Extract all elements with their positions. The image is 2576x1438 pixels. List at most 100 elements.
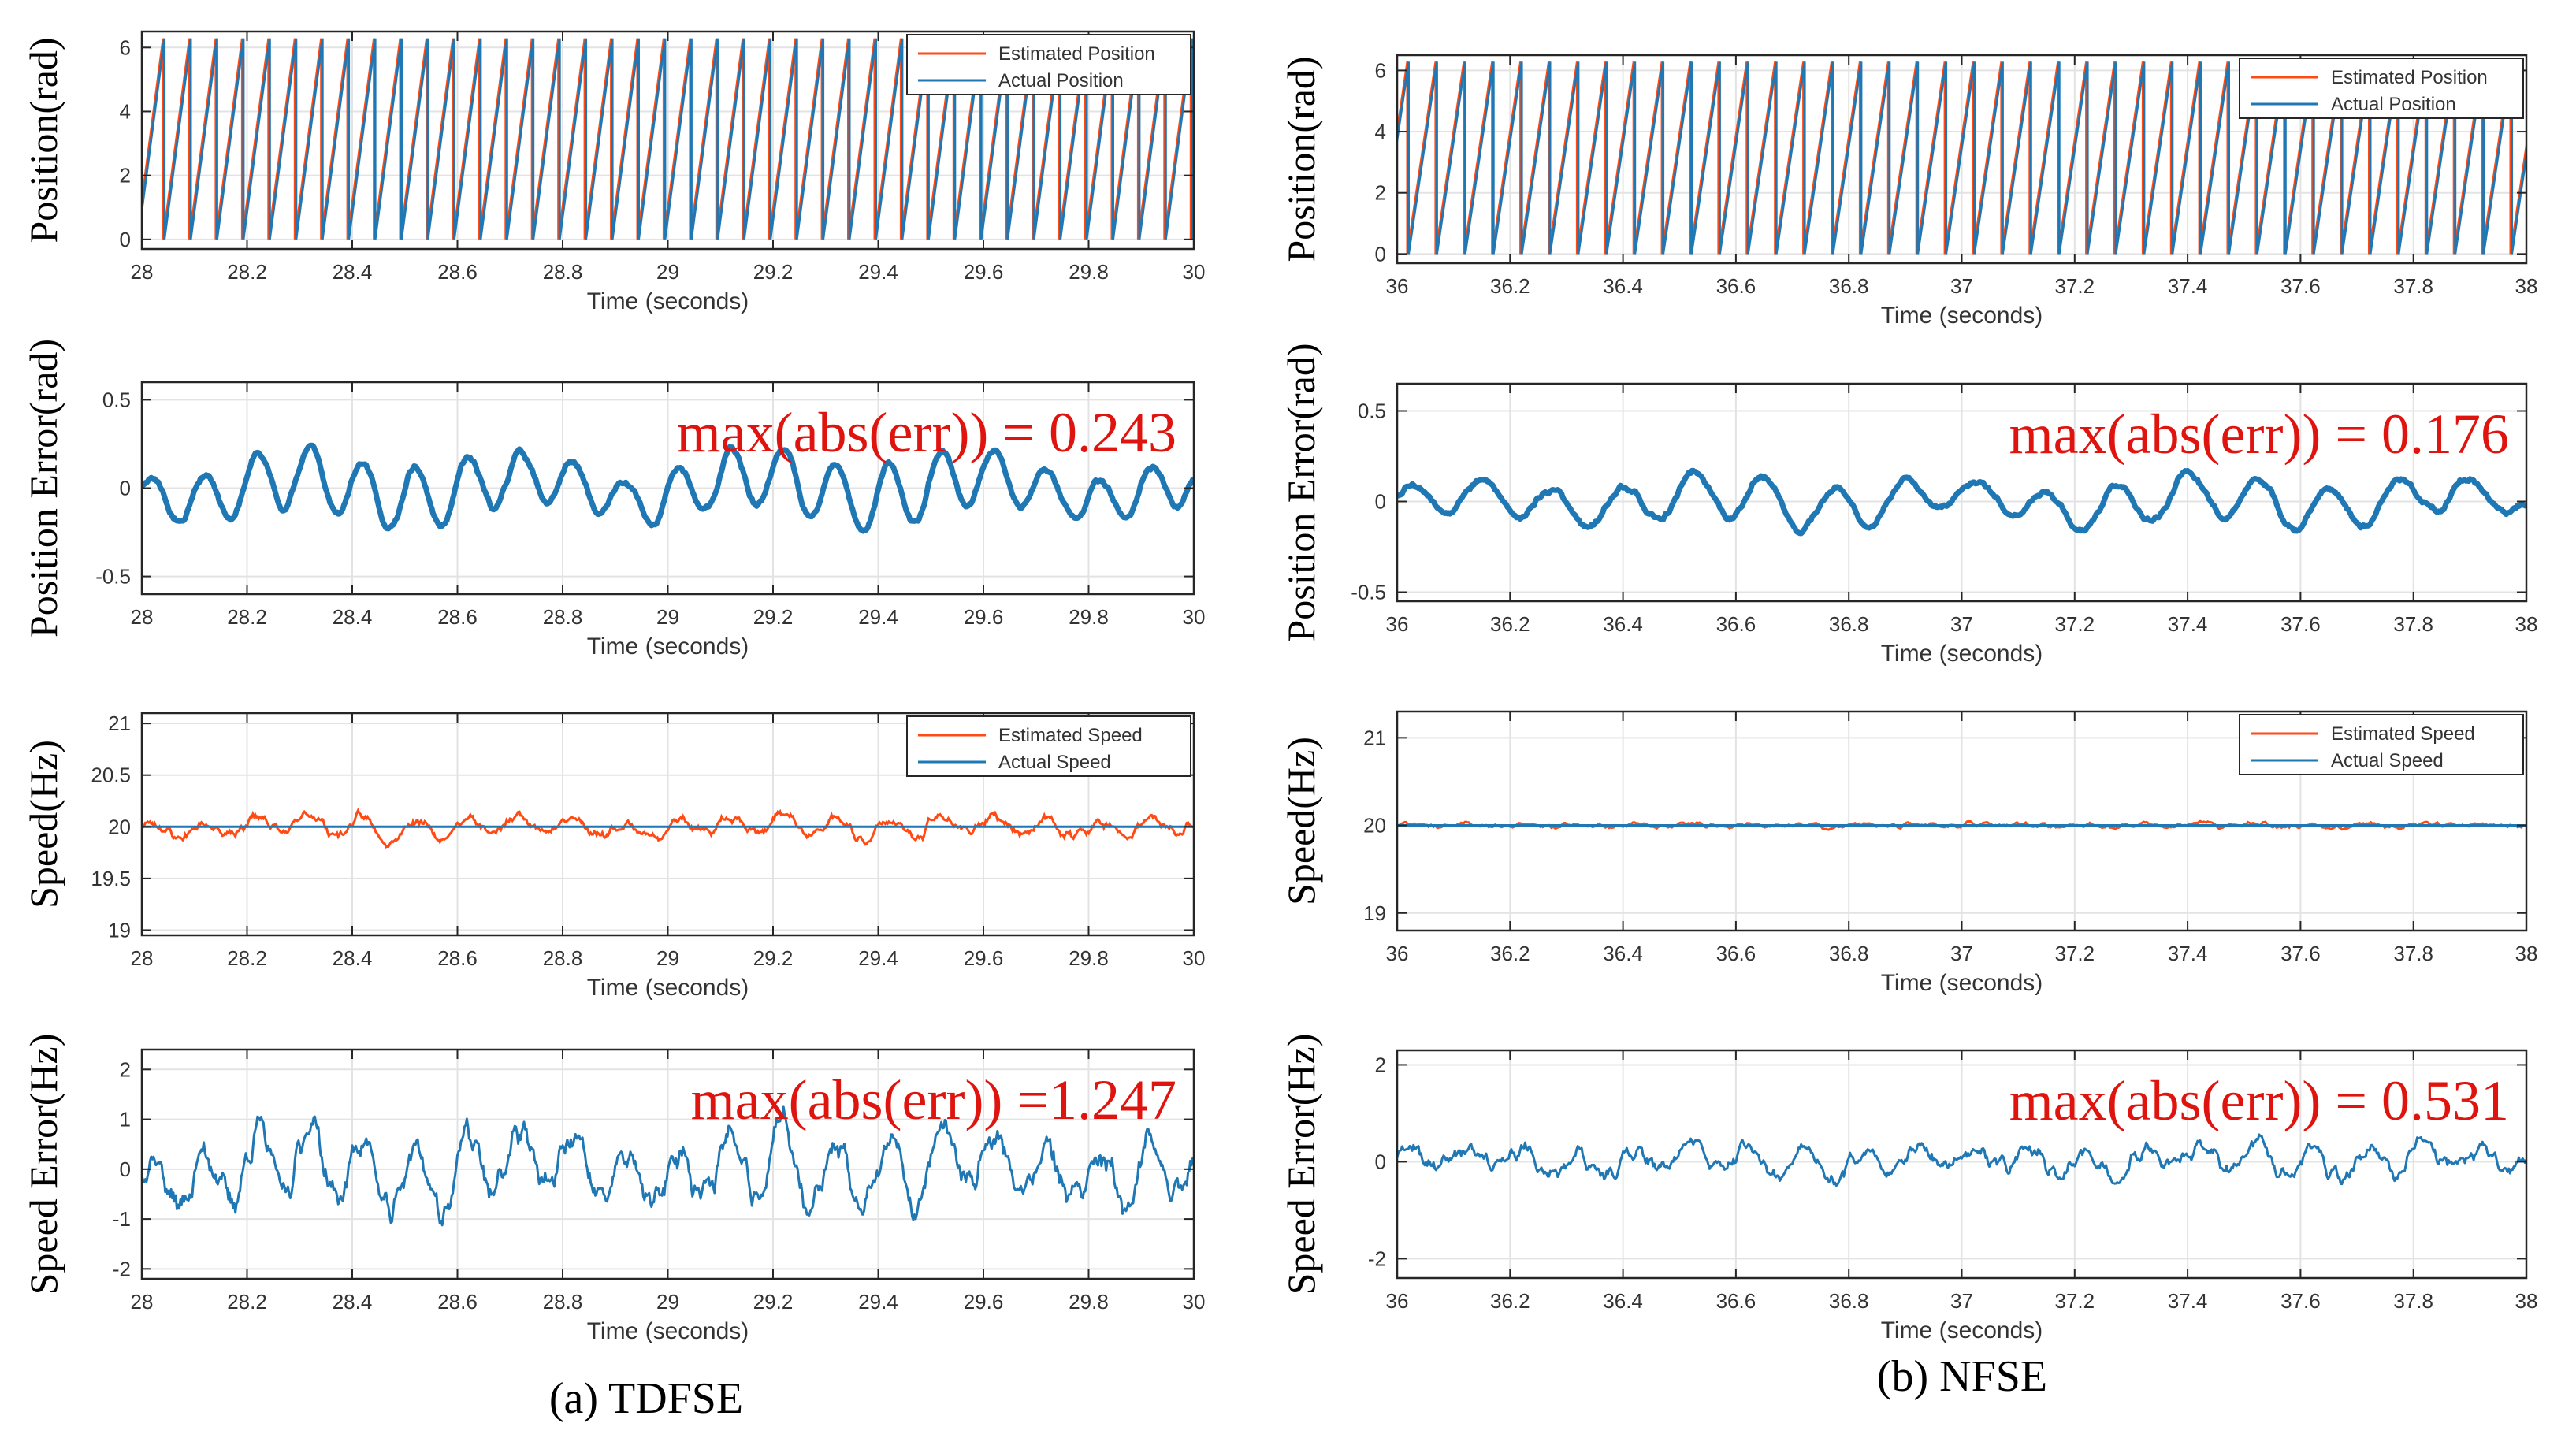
x-tick-label: 28.8: [543, 946, 583, 970]
panel-a-speed: 28 28.2 28.4 28.6 28.8 29 29.2 29.4 29.6 29.8 30 19…: [21, 712, 1205, 1001]
x-tick-label: 28.6: [437, 946, 478, 970]
panel-b-speed: 36 36.2 36.4 36.6 36.8 37 37.2 37.4 37.6 37.8 38 19…: [1279, 710, 2537, 996]
legend-box: [906, 715, 1191, 777]
y-tick-label: 19: [108, 918, 131, 942]
x-tick-label: 36.8: [1829, 942, 1869, 965]
legend: Estimated Position Actual Position: [2239, 58, 2524, 119]
y-tick-label: 2: [120, 1057, 131, 1081]
data-layer: [142, 1105, 1194, 1227]
legend-entry: Estimated Speed: [2331, 723, 2475, 745]
x-tick-label: 38: [2515, 274, 2538, 298]
y-tick-label: 6: [120, 35, 131, 59]
x-tick-label: 36.4: [1603, 274, 1643, 298]
data-layer: [142, 38, 1194, 240]
panel-a-speed-error: 28 28.2 28.4 28.6 28.8 29 29.2 29.4 29.6 29.8 30 -2…: [21, 1034, 1205, 1344]
x-tick-label: 36.8: [1829, 274, 1869, 298]
x-axis-label: Time (seconds): [1881, 303, 2043, 329]
panel-a-position: 28 28.2 28.4 28.6 28.8 29 29.2 29.4 29.6 29.8 30 0 2…: [21, 30, 1205, 314]
x-tick-label: 37.4: [2168, 274, 2208, 298]
data-layer: [142, 442, 1194, 534]
x-tick-label: 36: [1386, 274, 1409, 298]
x-tick-label: 36.8: [1829, 1289, 1869, 1313]
series-estimated-speed: [142, 807, 1194, 849]
series-error: [1397, 467, 2526, 537]
x-tick-label: 36.2: [1490, 942, 1530, 965]
x-tick-label: 29.4: [858, 946, 898, 970]
x-axis-label: Time (seconds): [587, 975, 749, 1001]
legend-entry: Actual Position: [998, 70, 1124, 91]
x-tick-label: 29.6: [964, 605, 1004, 629]
y-axis-label: Speed(Hz): [1279, 737, 1323, 905]
max-error-annotation: max(abs(err)) =1.247: [691, 1068, 1176, 1131]
x-tick-label: 37.4: [2168, 1289, 2208, 1313]
x-tick-label: 37.8: [2393, 612, 2433, 636]
x-tick-label: 28: [131, 1290, 154, 1314]
legend-entry: Actual Speed: [998, 752, 1111, 773]
y-tick-label: 20: [108, 815, 131, 838]
y-tick-label: -1: [113, 1207, 131, 1231]
y-axis-label: Speed Error(Hz): [21, 1034, 65, 1295]
x-tick-label: 29.6: [964, 946, 1004, 970]
x-tick-label: 37: [1950, 274, 1973, 298]
y-axis-label: Position(rad): [21, 37, 65, 243]
series-actual-position: [1397, 61, 2526, 255]
x-tick-label: 29: [656, 946, 679, 970]
y-tick-label: 21: [108, 712, 131, 735]
x-tick-label: 37.2: [2054, 942, 2095, 965]
panel-a-position-error: 28 28.2 28.4 28.6 28.8 29 29.2 29.4 29.6 29.8 30 -0…: [21, 339, 1205, 660]
legend-box: [2239, 58, 2524, 119]
x-tick-label: 29.2: [753, 605, 794, 629]
x-tick-label: 36: [1386, 1289, 1409, 1313]
x-tick-label: 37.6: [2280, 612, 2321, 636]
x-tick-label: 28.4: [333, 1290, 373, 1314]
x-tick-label: 37: [1950, 942, 1973, 965]
x-tick-label: 36.4: [1603, 612, 1643, 636]
data-layer: [142, 807, 1194, 849]
y-tick-label: 0: [120, 228, 131, 251]
y-axis-label: Speed(Hz): [21, 740, 65, 909]
x-tick-label: 38: [2515, 612, 2538, 636]
y-tick-label: 1: [120, 1108, 131, 1131]
x-tick-label: 28.8: [543, 260, 583, 284]
legend: Estimated Speed Actual Speed: [906, 715, 1191, 777]
x-axis-label: Time (seconds): [587, 1318, 749, 1344]
data-layer: [1397, 819, 2526, 831]
x-tick-label: 29: [656, 605, 679, 629]
panel-b-position: 36 36.2 36.4 36.6 36.8 37 37.2 37.4 37.6 37.8 38 0 2…: [1279, 54, 2538, 329]
series-actual-position: [142, 38, 1194, 240]
x-tick-label: 37: [1950, 1289, 1973, 1313]
x-tick-label: 28.4: [333, 946, 373, 970]
x-tick-label: 38: [2515, 1289, 2538, 1313]
x-tick-label: 28.2: [227, 260, 267, 284]
x-tick-label: 37.8: [2393, 1289, 2433, 1313]
x-tick-label: 28.2: [227, 1290, 267, 1314]
legend-entry: Estimated Position: [2331, 67, 2488, 88]
legend: Estimated Position Actual Position: [906, 34, 1191, 95]
y-tick-label: 0.5: [1358, 399, 1386, 423]
x-tick-label: 29.4: [858, 605, 898, 629]
x-tick-label: 29.4: [858, 1290, 898, 1314]
x-axis-label: Time (seconds): [587, 634, 749, 660]
panel-b-speed-error: 36 36.2 36.4 36.6 36.8 37 37.2 37.4 37.6 37.8 38 -2…: [1279, 1034, 2537, 1343]
y-tick-label: 20: [1363, 814, 1386, 838]
max-error-annotation: max(abs(err)) = 0.176: [2009, 403, 2509, 466]
y-tick-label: 6: [1375, 58, 1386, 82]
x-tick-label: 29.8: [1069, 605, 1109, 629]
x-axis-label: Time (seconds): [1881, 1317, 2043, 1343]
y-tick-label: 0.5: [102, 388, 131, 411]
panels: 28 28.2 28.4 28.6 28.8 29 29.2 29.4 29.6 29.8 3002…: [21, 30, 2538, 1344]
caption-b: (b) NFSE: [1877, 1352, 2047, 1401]
x-tick-label: 36.2: [1490, 274, 1530, 298]
series-error: [142, 442, 1194, 534]
x-tick-label: 37.2: [2054, 1289, 2095, 1313]
x-tick-label: 36.4: [1603, 942, 1643, 965]
x-tick-label: 28.4: [333, 605, 373, 629]
legend-entry: Actual Position: [2331, 94, 2456, 115]
x-tick-label: 29.2: [753, 946, 794, 970]
x-tick-label: 37.6: [2280, 274, 2321, 298]
series-error: [142, 1105, 1194, 1227]
x-tick-label: 28.2: [227, 605, 267, 629]
x-tick-label: 29.6: [964, 260, 1004, 284]
x-tick-label: 36.6: [1716, 274, 1756, 298]
x-tick-label: 36.6: [1716, 942, 1756, 965]
